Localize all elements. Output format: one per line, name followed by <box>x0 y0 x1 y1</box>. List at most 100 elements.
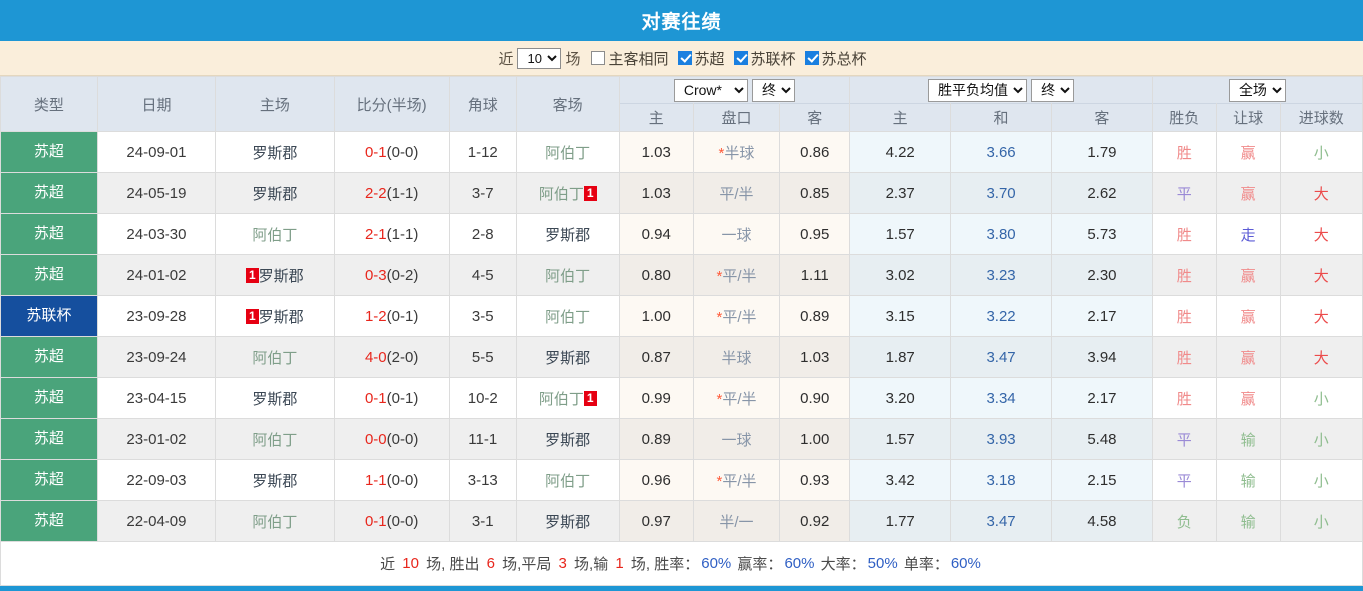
table-row[interactable]: 苏超 24-05-19 罗斯郡 2-2(1-1) 3-7 阿伯丁 1 1.03 平/半 0.85 2… <box>0 172 1363 214</box>
cell-odds-away: 5.48 <box>1051 418 1153 460</box>
odds-period-select[interactable]: 初终 <box>1031 78 1075 102</box>
cell-result-wld: 胜 <box>1151 336 1217 378</box>
cell-away-team[interactable]: 阿伯丁 1 <box>515 377 620 419</box>
summary-footer: 近 10 场, 胜出 6 场,平局 3 场,输 1 场, 胜率： 60% 赢率：… <box>0 542 1363 586</box>
away-red-card-badge: 1 <box>583 186 597 202</box>
cell-home-team[interactable]: 罗斯郡 <box>215 172 335 214</box>
league-checkbox-1[interactable] <box>733 51 748 65</box>
score-fulltime: 1-2 <box>364 307 387 325</box>
handicap-star-icon: * <box>716 308 723 326</box>
cell-home-team[interactable]: 阿伯丁 <box>215 418 335 460</box>
league-checkbox-2[interactable] <box>804 51 819 65</box>
cell-home-team[interactable]: 罗斯郡 <box>215 131 335 173</box>
cell-odds-away: 3.94 <box>1051 336 1153 378</box>
score-halftime: (1-1) <box>386 225 419 243</box>
result-asian-handicap: 输 <box>1240 513 1256 531</box>
cell-home-team[interactable]: 1 罗斯郡 <box>215 295 335 337</box>
cell-score: 0-1(0-1) <box>333 377 450 419</box>
table-row[interactable]: 苏超 24-01-02 1 罗斯郡 0-3(0-2) 4-5 阿伯丁 0.80 *平/半 1.11… <box>0 254 1363 296</box>
score-fulltime: 1-1 <box>364 471 387 489</box>
table-row[interactable]: 苏联杯 23-09-28 1 罗斯郡 1-2(0-1) 3-5 阿伯丁 1.00 *平/半 0.8… <box>0 295 1363 337</box>
col-header-handicap-home: 主 <box>618 103 694 132</box>
same-venue-checkbox[interactable] <box>591 51 606 65</box>
odds-draw: 3.23 <box>986 266 1016 284</box>
cell-result-wld: 负 <box>1151 500 1217 542</box>
handicap-home-odds: 0.94 <box>641 225 671 243</box>
cell-away-team[interactable]: 罗斯郡 <box>515 213 620 255</box>
table-row[interactable]: 苏超 24-03-30 阿伯丁 2-1(1-1) 2-8 罗斯郡 0.94 一球 0.95 1.5… <box>0 213 1363 255</box>
cell-result-overunder: 小 <box>1279 131 1363 173</box>
score-halftime: (0-1) <box>386 389 419 407</box>
cell-away-team[interactable]: 罗斯郡 <box>515 418 620 460</box>
odds-home: 4.22 <box>885 143 915 161</box>
table-header-group-row: 类型 日期 主场 比分(半场) 角球 客场 Crow*Bet365Macau易胜… <box>0 76 1363 132</box>
cell-date: 23-04-15 <box>96 377 217 419</box>
result-over-under: 小 <box>1313 513 1329 531</box>
cell-result-overunder: 小 <box>1279 500 1363 542</box>
match-type-badge: 苏超 <box>1 419 97 459</box>
cell-odds-draw: 3.47 <box>950 336 1052 378</box>
summary-losses: 1 <box>615 555 624 572</box>
match-count-select[interactable]: 5102030 <box>517 47 562 69</box>
cell-handicap-line: *半球 <box>692 131 781 173</box>
league-checkbox-0[interactable] <box>677 51 692 65</box>
away-team-name: 罗斯郡 <box>545 226 591 244</box>
odds-away: 3.94 <box>1087 348 1117 366</box>
cell-away-team[interactable]: 罗斯郡 <box>515 500 620 542</box>
match-date: 24-05-19 <box>126 184 187 202</box>
result-asian-handicap: 赢 <box>1240 185 1256 203</box>
cell-away-team[interactable]: 阿伯丁 <box>515 131 620 173</box>
cell-home-team[interactable]: 罗斯郡 <box>215 377 335 419</box>
col-header-result-ah: 让球 <box>1215 103 1281 132</box>
table-row[interactable]: 苏超 23-09-24 阿伯丁 4-0(2-0) 5-5 罗斯郡 0.87 半球 1.03 1.8… <box>0 336 1363 378</box>
odds-group-header: 胜平负均值欧赔亚盘 初终 <box>849 76 1153 104</box>
score-halftime: (1-1) <box>386 184 419 202</box>
cell-home-team[interactable]: 罗斯郡 <box>215 459 335 501</box>
table-row[interactable]: 苏超 23-01-02 阿伯丁 0-0(0-0) 11-1 罗斯郡 0.89 一球 1.00 1.… <box>0 418 1363 460</box>
handicap-line: 一球 <box>721 431 752 449</box>
odds-away: 4.58 <box>1087 512 1117 530</box>
result-win-lose-draw: 胜 <box>1176 390 1192 408</box>
col-header-result-ou: 进球数 <box>1279 103 1363 132</box>
cell-result-handicap: 走 <box>1215 213 1281 255</box>
table-row[interactable]: 苏超 22-04-09 阿伯丁 0-1(0-0) 3-1 罗斯郡 0.97 半/一 0.92 1.… <box>0 500 1363 542</box>
home-team-name: 罗斯郡 <box>252 185 298 203</box>
cell-handicap-line: 一球 <box>692 418 781 460</box>
cell-corner: 3-7 <box>448 172 517 214</box>
handicap-away-odds: 0.85 <box>800 184 830 202</box>
cell-home-team[interactable]: 阿伯丁 <box>215 213 335 255</box>
odds-type-select[interactable]: 胜平负均值欧赔亚盘 <box>927 78 1027 102</box>
handicap-away-odds: 1.00 <box>800 430 830 448</box>
cell-odds-home: 3.20 <box>849 377 952 419</box>
table-row[interactable]: 苏超 22-09-03 罗斯郡 1-1(0-0) 3-13 阿伯丁 0.96 *平/半 0.93… <box>0 459 1363 501</box>
cell-handicap-away: 0.85 <box>779 172 851 214</box>
cell-home-team[interactable]: 阿伯丁 <box>215 336 335 378</box>
handicap-period-select[interactable]: 初终 <box>752 78 796 102</box>
match-type-badge: 苏超 <box>1 501 97 541</box>
table-row[interactable]: 苏超 23-04-15 罗斯郡 0-1(0-1) 10-2 阿伯丁 1 0.99 *平/半 0.9… <box>0 377 1363 419</box>
corner-score: 5-5 <box>471 348 494 366</box>
cell-handicap-home: 0.94 <box>618 213 694 255</box>
handicap-group-header: Crow*Bet365Macau易胜博 初终 <box>618 76 851 104</box>
table-row[interactable]: 苏超 24-09-01 罗斯郡 0-1(0-0) 1-12 阿伯丁 1.03 *半球 0.86 4… <box>0 131 1363 173</box>
cell-odds-away: 2.30 <box>1051 254 1153 296</box>
corner-score: 11-1 <box>468 430 498 448</box>
cell-away-team[interactable]: 阿伯丁 <box>515 459 620 501</box>
match-date: 24-09-01 <box>126 143 187 161</box>
col-header-handicap-line: 盘口 <box>692 103 781 132</box>
cell-away-team[interactable]: 阿伯丁 <box>515 295 620 337</box>
handicap-company-select[interactable]: Crow*Bet365Macau易胜博 <box>673 78 748 102</box>
cell-away-team[interactable]: 罗斯郡 <box>515 336 620 378</box>
result-win-lose-draw: 平 <box>1176 472 1192 490</box>
result-scope-select[interactable]: 全场半场 <box>1228 78 1286 102</box>
odds-draw: 3.47 <box>986 348 1016 366</box>
cell-home-team[interactable]: 阿伯丁 <box>215 500 335 542</box>
cell-handicap-line: 平/半 <box>692 172 781 214</box>
cell-home-team[interactable]: 1 罗斯郡 <box>215 254 335 296</box>
cell-away-team[interactable]: 阿伯丁 1 <box>515 172 620 214</box>
cell-handicap-away: 0.86 <box>779 131 851 173</box>
matches-unit-label: 场 <box>565 50 581 68</box>
cell-match-type: 苏超 <box>0 336 98 378</box>
cell-odds-away: 5.73 <box>1051 213 1153 255</box>
cell-away-team[interactable]: 阿伯丁 <box>515 254 620 296</box>
